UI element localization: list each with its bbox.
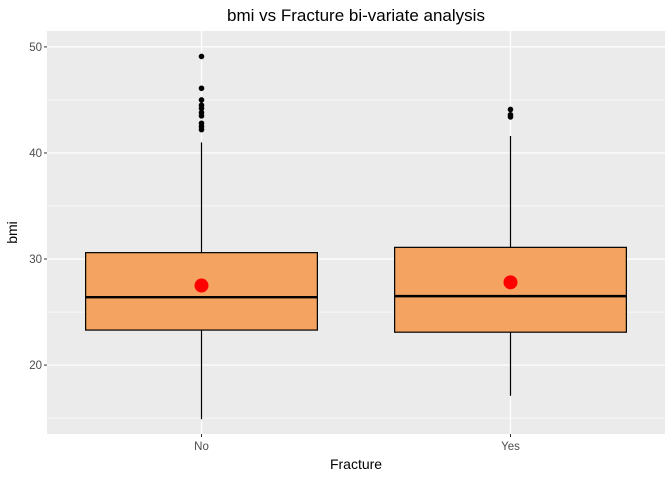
box-no [85, 53, 318, 420]
outlier-point [198, 109, 205, 116]
outlier-point [198, 53, 205, 60]
mean-point [503, 275, 518, 290]
outlier-point [198, 102, 205, 109]
x-tick-label: No [194, 441, 209, 453]
y-axis-title: bmi [4, 221, 20, 244]
y-tick-label: 50 [29, 42, 42, 54]
y-tick-label: 40 [29, 148, 42, 160]
mean-point [194, 278, 209, 293]
outlier-point [507, 111, 514, 118]
plot-panel [47, 31, 665, 434]
y-tick-label: 20 [29, 360, 42, 372]
y-axis-ticks: 20 30 40 50 [29, 42, 47, 372]
outlier-point [198, 85, 205, 92]
outlier-point [198, 120, 205, 127]
x-axis-title: Fracture [330, 456, 382, 472]
outlier-point [198, 97, 205, 103]
box-yes [394, 106, 627, 396]
box-iqr [394, 246, 627, 333]
x-tick-label: Yes [501, 441, 520, 453]
chart-title: bmi vs Fracture bi-variate analysis [227, 6, 485, 25]
outlier-point [507, 106, 514, 113]
boxplots [85, 53, 627, 420]
x-axis-ticks: No Yes [194, 434, 520, 453]
y-tick-label: 30 [29, 254, 42, 266]
